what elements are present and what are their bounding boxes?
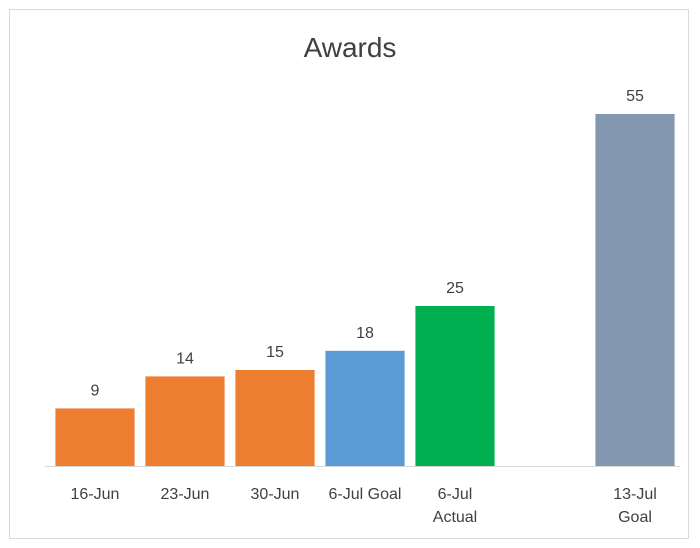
data-label-1: 14	[176, 350, 194, 367]
bar-3	[325, 350, 405, 466]
tick-label-4: 6-Jul Actual	[433, 486, 477, 526]
data-labels-group: 9 14 15 18 25 55	[91, 88, 644, 399]
tick-label-2: 30-Jun	[251, 486, 300, 503]
tick-label-3: 6-Jul Goal	[329, 486, 402, 503]
tick-label-1: 23-Jun	[161, 486, 210, 503]
bar-1	[145, 376, 225, 466]
data-label-2: 15	[266, 344, 284, 361]
data-label-4: 25	[446, 280, 464, 297]
chart-title: Awards	[303, 32, 397, 63]
bars-group	[55, 114, 675, 466]
data-label-3: 18	[356, 325, 374, 342]
data-label-6: 55	[626, 88, 644, 105]
bar-6	[595, 114, 675, 466]
tick-labels-group: 16-Jun 23-Jun 30-Jun 6-Jul Goal 6-Jul Actual 1…	[71, 486, 657, 526]
tick-label-0: 16-Jun	[71, 486, 120, 503]
data-label-0: 9	[91, 382, 100, 399]
bar-4	[415, 306, 495, 466]
bar-2	[235, 370, 315, 466]
tick-label-6: 13-Jul Goal	[613, 486, 657, 526]
bar-0	[55, 408, 135, 466]
